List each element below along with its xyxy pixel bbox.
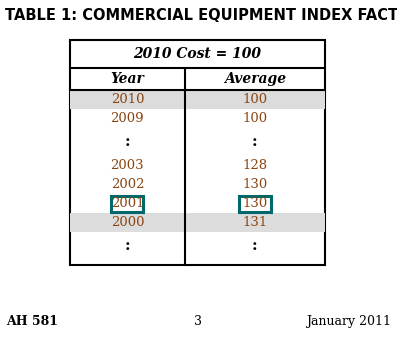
Text: Average: Average xyxy=(224,72,286,86)
Text: :: : xyxy=(125,239,130,253)
Text: 130: 130 xyxy=(242,178,268,191)
Text: 2000: 2000 xyxy=(111,216,144,229)
Text: 128: 128 xyxy=(242,159,268,172)
Text: Year: Year xyxy=(110,72,144,86)
Text: 100: 100 xyxy=(242,112,268,125)
Text: 2009: 2009 xyxy=(110,112,144,125)
Text: 2003: 2003 xyxy=(110,159,144,172)
Text: 2010 Cost = 100: 2010 Cost = 100 xyxy=(133,47,262,61)
Bar xyxy=(112,195,143,211)
Bar xyxy=(70,213,325,232)
Text: 100: 100 xyxy=(242,93,268,106)
Bar xyxy=(70,40,325,265)
Text: 2001: 2001 xyxy=(111,197,144,210)
Bar xyxy=(239,195,271,211)
Text: AH 581: AH 581 xyxy=(6,315,58,328)
Text: :: : xyxy=(252,239,258,253)
Text: January 2011: January 2011 xyxy=(306,315,391,328)
Bar xyxy=(70,90,325,109)
Text: 130: 130 xyxy=(242,197,268,210)
Text: 3: 3 xyxy=(194,315,202,328)
Text: :: : xyxy=(252,135,258,149)
Text: TABLE 1: COMMERCIAL EQUIPMENT INDEX FACTORS: TABLE 1: COMMERCIAL EQUIPMENT INDEX FACT… xyxy=(5,8,397,23)
Text: 2002: 2002 xyxy=(111,178,144,191)
Text: 131: 131 xyxy=(242,216,268,229)
Text: :: : xyxy=(125,135,130,149)
Text: 2010: 2010 xyxy=(111,93,144,106)
